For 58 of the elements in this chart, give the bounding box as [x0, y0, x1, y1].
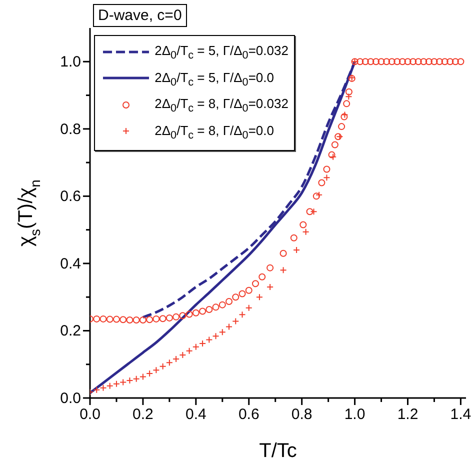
point [232, 318, 240, 325]
point [245, 304, 252, 312]
point [302, 228, 310, 236]
point [206, 336, 213, 344]
point [100, 384, 107, 392]
x-tick-label: 1.0 [344, 406, 366, 423]
point [126, 377, 134, 384]
point [293, 246, 300, 254]
point [112, 380, 120, 388]
legend-label: 2Δ$_{0}$/T$_{c}$ = 8, Γ/Δ$_{0}$=0.0 [154, 122, 274, 142]
point [266, 284, 274, 290]
point [146, 370, 154, 377]
point [166, 359, 173, 366]
point [212, 332, 220, 340]
point [218, 328, 226, 336]
point [132, 375, 140, 382]
y-tick-label: 1.0 [60, 54, 81, 71]
point [316, 191, 323, 198]
x-axis-title: T/Tc [259, 440, 297, 462]
chart-title: D-wave, c=0 [98, 7, 182, 24]
x-tick-label: 0.6 [238, 406, 260, 423]
point [152, 366, 160, 374]
point [336, 133, 344, 140]
point [323, 174, 330, 182]
point [348, 74, 356, 82]
y-tick-label: 0.8 [60, 120, 81, 138]
point [330, 153, 337, 160]
x-tick-label: 0.8 [291, 406, 312, 423]
y-tick-label: 0.0 [60, 390, 81, 407]
point [159, 362, 166, 370]
point [139, 373, 146, 380]
point [179, 351, 186, 358]
x-tick-label: 0.0 [80, 406, 100, 423]
legend-label: 2Δ$_{0}$/T$_{c}$ = 5, Γ/Δ$_{0}$=0.0 [154, 70, 274, 88]
point [310, 208, 318, 216]
point [238, 311, 246, 318]
point [93, 386, 100, 394]
x-tick-label: 0.4 [185, 406, 206, 423]
y-tick-label: 0.2 [60, 322, 81, 340]
point [192, 343, 200, 350]
legend-label: 2Δ$_{0}$/T$_{c}$ = 5, Γ/Δ$_{0}$=0.032 [154, 43, 288, 62]
point [341, 111, 348, 118]
x-tick-label: 1.4 [450, 406, 471, 423]
point [226, 323, 233, 330]
x-tick-label: 0.2 [132, 406, 154, 423]
point [351, 58, 358, 66]
x-tick-label: 1.2 [397, 406, 418, 423]
legend-label: 2Δ$_{0}$/T$_{c}$ = 8, Γ/Δ$_{0}$=0.032 [154, 96, 288, 115]
point [106, 382, 114, 390]
y-tick-label: 0.6 [60, 188, 81, 206]
point [345, 93, 352, 100]
y-tick-label: 0.4 [60, 255, 81, 272]
point [120, 378, 127, 386]
point [199, 340, 206, 348]
point [172, 355, 180, 362]
point [256, 294, 263, 301]
point [280, 266, 287, 274]
point [186, 347, 193, 354]
